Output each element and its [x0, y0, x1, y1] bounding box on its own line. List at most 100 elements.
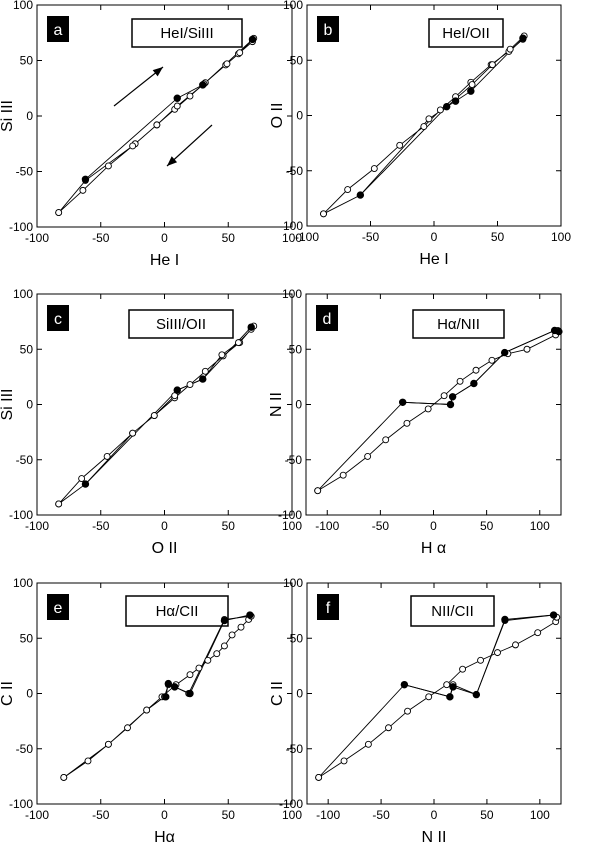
x-tick-label: 50 — [222, 808, 236, 822]
filled-point — [162, 693, 170, 701]
y-tick-label: 100 — [13, 576, 33, 590]
open-point — [84, 757, 92, 765]
x-tick-label: 0 — [161, 808, 168, 822]
open-point — [443, 681, 451, 689]
x-tick-label: 50 — [480, 808, 494, 822]
open-point — [468, 81, 476, 89]
x-tick-label: -50 — [92, 519, 110, 533]
y-tick-label: 0 — [26, 109, 33, 123]
open-point — [234, 339, 242, 347]
open-point — [129, 429, 137, 437]
filled-point — [443, 102, 451, 111]
filled-point — [519, 34, 527, 42]
y-tick-label: -100 — [279, 219, 303, 233]
filled-point — [472, 690, 481, 699]
x-tick-label: 0 — [430, 519, 437, 533]
filled-point — [398, 398, 407, 406]
filled-point — [199, 81, 207, 89]
open-point — [425, 115, 433, 123]
y-tick-label: 50 — [20, 54, 34, 68]
panel-letter-badge — [317, 594, 339, 620]
x-axis-label: O II — [152, 540, 178, 557]
panel-letter: e — [54, 600, 63, 617]
open-series-line — [58, 37, 255, 213]
open-point — [55, 209, 63, 217]
panel-letter: d — [323, 311, 332, 328]
open-point — [129, 142, 137, 150]
open-point — [213, 650, 221, 658]
filled-point — [246, 611, 254, 619]
open-point — [124, 724, 131, 732]
y-tick-label: 0 — [296, 687, 303, 701]
open-point — [459, 665, 467, 673]
x-tick-label: 100 — [282, 519, 302, 533]
x-tick-label: -50 — [372, 519, 390, 533]
x-tick-label: -100 — [25, 519, 49, 533]
open-point — [488, 61, 496, 69]
panel-title: HeI/OII — [442, 25, 490, 42]
x-tick-label: 100 — [530, 808, 550, 822]
x-axis-label: N II — [422, 829, 447, 846]
filled-point — [81, 175, 90, 183]
y-tick-label: 0 — [26, 398, 33, 412]
x-tick-label: -50 — [362, 230, 380, 244]
open-point — [201, 367, 209, 375]
open-point — [55, 500, 63, 508]
open-point — [477, 656, 485, 664]
open-point — [385, 724, 392, 732]
filled-point — [199, 375, 207, 383]
panel-letter: c — [54, 311, 62, 328]
open-point — [237, 623, 245, 631]
x-tick-label: -100 — [315, 519, 339, 533]
open-point — [506, 45, 514, 53]
filled-point — [467, 87, 475, 95]
filled-point — [446, 693, 454, 701]
panel-letter: a — [54, 22, 63, 39]
y-tick-label: 50 — [20, 342, 34, 356]
panel-title: Hα/CII — [156, 603, 199, 620]
panel-title: NII/CII — [431, 603, 474, 620]
open-series-line — [318, 614, 558, 778]
y-tick-label: -100 — [279, 797, 303, 811]
open-point — [173, 102, 181, 110]
panel-title-box — [412, 309, 505, 339]
filled-point — [356, 191, 365, 199]
open-point — [150, 412, 158, 419]
open-point — [494, 649, 501, 657]
open-point — [79, 186, 87, 194]
open-point — [403, 419, 411, 427]
open-point — [456, 377, 464, 385]
panel-title-box — [125, 595, 229, 627]
open-point — [60, 774, 68, 781]
panel-letter-badge — [47, 594, 69, 620]
filled-point — [500, 348, 509, 357]
x-tick-label: 50 — [491, 230, 505, 244]
filled-point — [81, 480, 90, 488]
arrow-up-right — [113, 66, 164, 107]
open-series-line — [317, 330, 559, 492]
filled-series-line — [359, 37, 524, 196]
open-point — [404, 707, 411, 715]
open-point — [195, 664, 203, 672]
x-tick-label: -50 — [92, 231, 110, 245]
filled-point — [470, 379, 478, 388]
open-point — [340, 757, 348, 765]
y-tick-label: -100 — [278, 508, 302, 522]
filled-point — [549, 611, 558, 619]
panel-letter: f — [326, 600, 331, 617]
open-point — [440, 392, 448, 400]
panel-title-box — [128, 309, 234, 339]
panel-letter-badge — [317, 16, 339, 42]
open-point — [339, 471, 347, 479]
filled-series-line — [404, 614, 554, 698]
open-point — [314, 487, 322, 495]
open-point — [512, 641, 519, 649]
x-tick-label: 50 — [222, 519, 236, 533]
x-tick-label: 0 — [161, 231, 168, 245]
y-tick-label: -50 — [16, 453, 34, 467]
filled-point — [173, 94, 181, 102]
open-series-line — [63, 615, 253, 778]
